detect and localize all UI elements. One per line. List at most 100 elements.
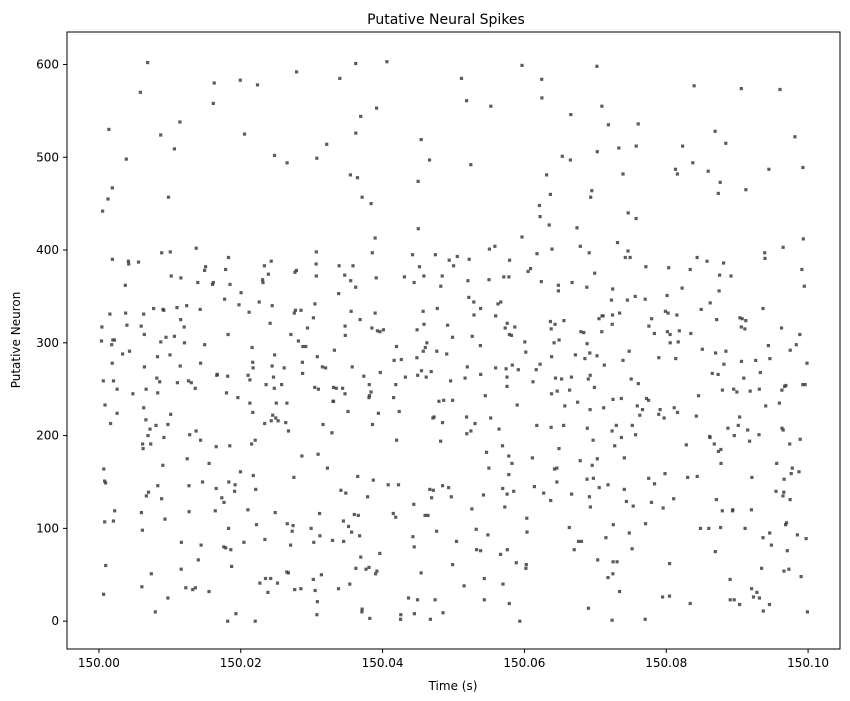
y-tick-label: 0: [51, 614, 59, 628]
spike-point: [397, 409, 401, 414]
spike-point: [650, 317, 654, 321]
spike-point: [463, 376, 467, 380]
spike-point: [266, 590, 270, 594]
spike-point: [596, 558, 600, 562]
spike-point: [163, 517, 167, 521]
spike-point: [627, 349, 631, 353]
spike-point: [507, 473, 511, 477]
spike-point: [677, 329, 681, 333]
spike-point: [579, 330, 583, 334]
spike-point: [470, 507, 474, 511]
spike-point: [251, 473, 255, 478]
spike-point: [351, 264, 355, 268]
spike-point: [344, 491, 348, 495]
spike-point: [421, 349, 425, 353]
spike-point: [736, 423, 740, 427]
spike-point: [168, 353, 172, 357]
spike-point: [582, 331, 586, 335]
spike-point: [694, 414, 698, 418]
x-tick-label: 150.00: [78, 656, 120, 670]
spike-point: [451, 563, 455, 567]
spike-point: [415, 328, 419, 332]
spike-point: [435, 306, 439, 311]
spike-point: [142, 406, 146, 410]
spike-point: [628, 255, 632, 260]
spike-point: [391, 511, 395, 516]
spike-point: [144, 494, 148, 498]
spike-point: [705, 259, 709, 263]
spike-point: [273, 353, 277, 357]
spike-point: [331, 385, 336, 389]
spike-point: [111, 338, 115, 342]
spike-point: [207, 461, 211, 465]
spike-point: [662, 416, 666, 420]
spike-point: [787, 567, 791, 571]
spike-point: [291, 524, 295, 528]
spike-point: [210, 282, 215, 286]
spike-point: [318, 534, 322, 538]
spike-point: [161, 463, 165, 467]
spike-point: [576, 539, 581, 543]
spike-point: [695, 255, 699, 260]
spike-point: [805, 361, 809, 365]
spike-point: [465, 365, 469, 369]
spike-point: [136, 260, 141, 264]
spike-point: [196, 280, 200, 285]
spike-point: [627, 531, 631, 535]
spike-point: [716, 191, 720, 195]
spike-point: [661, 506, 665, 510]
spike-point: [258, 581, 262, 585]
spike-point: [691, 161, 695, 165]
spike-point: [684, 443, 688, 447]
spike-point: [272, 153, 277, 157]
spike-point: [735, 390, 739, 394]
spike-point: [410, 253, 415, 257]
spike-point: [626, 211, 630, 215]
spike-point: [419, 571, 423, 575]
spike-point: [610, 618, 614, 622]
spike-point: [742, 376, 746, 380]
spike-point: [699, 307, 703, 311]
spike-point: [505, 375, 509, 379]
spike-point: [423, 345, 427, 350]
spike-point: [668, 341, 672, 345]
spike-point: [449, 495, 453, 499]
spike-point: [518, 619, 522, 623]
spike-point: [751, 595, 756, 599]
spike-point: [439, 284, 443, 288]
y-axis: 0 100 200 300 400 500 600: [36, 57, 67, 628]
spike-point: [214, 486, 218, 491]
spike-point: [427, 158, 432, 162]
spike-point: [618, 589, 622, 594]
spike-point: [233, 489, 237, 493]
spike-point: [738, 602, 742, 607]
spike-point: [304, 344, 308, 349]
spike-point: [553, 322, 557, 326]
spike-point: [331, 399, 335, 403]
spike-point: [178, 364, 182, 368]
spike-point: [649, 500, 654, 504]
spike-point: [761, 609, 765, 613]
spike-point: [212, 81, 216, 85]
spike-point: [763, 251, 767, 255]
spike-point: [465, 415, 469, 419]
spike-point: [320, 365, 324, 369]
spike-point: [804, 537, 808, 541]
spike-point: [499, 552, 503, 556]
spike-point: [237, 303, 241, 307]
spike-point: [588, 408, 592, 412]
spike-point: [600, 104, 604, 108]
spike-point: [324, 366, 328, 370]
y-axis-label: Putative Neuron: [9, 292, 23, 389]
spike-point: [549, 392, 554, 396]
spike-point: [589, 195, 593, 199]
spike-point: [367, 394, 371, 398]
x-tick-label: 150.02: [220, 656, 262, 670]
spike-point: [261, 278, 265, 282]
spike-point: [144, 387, 148, 391]
spike-point: [708, 301, 712, 305]
spike-point: [668, 332, 672, 337]
spike-point: [356, 513, 360, 517]
spike-point: [293, 270, 297, 274]
spike-point: [636, 382, 640, 386]
